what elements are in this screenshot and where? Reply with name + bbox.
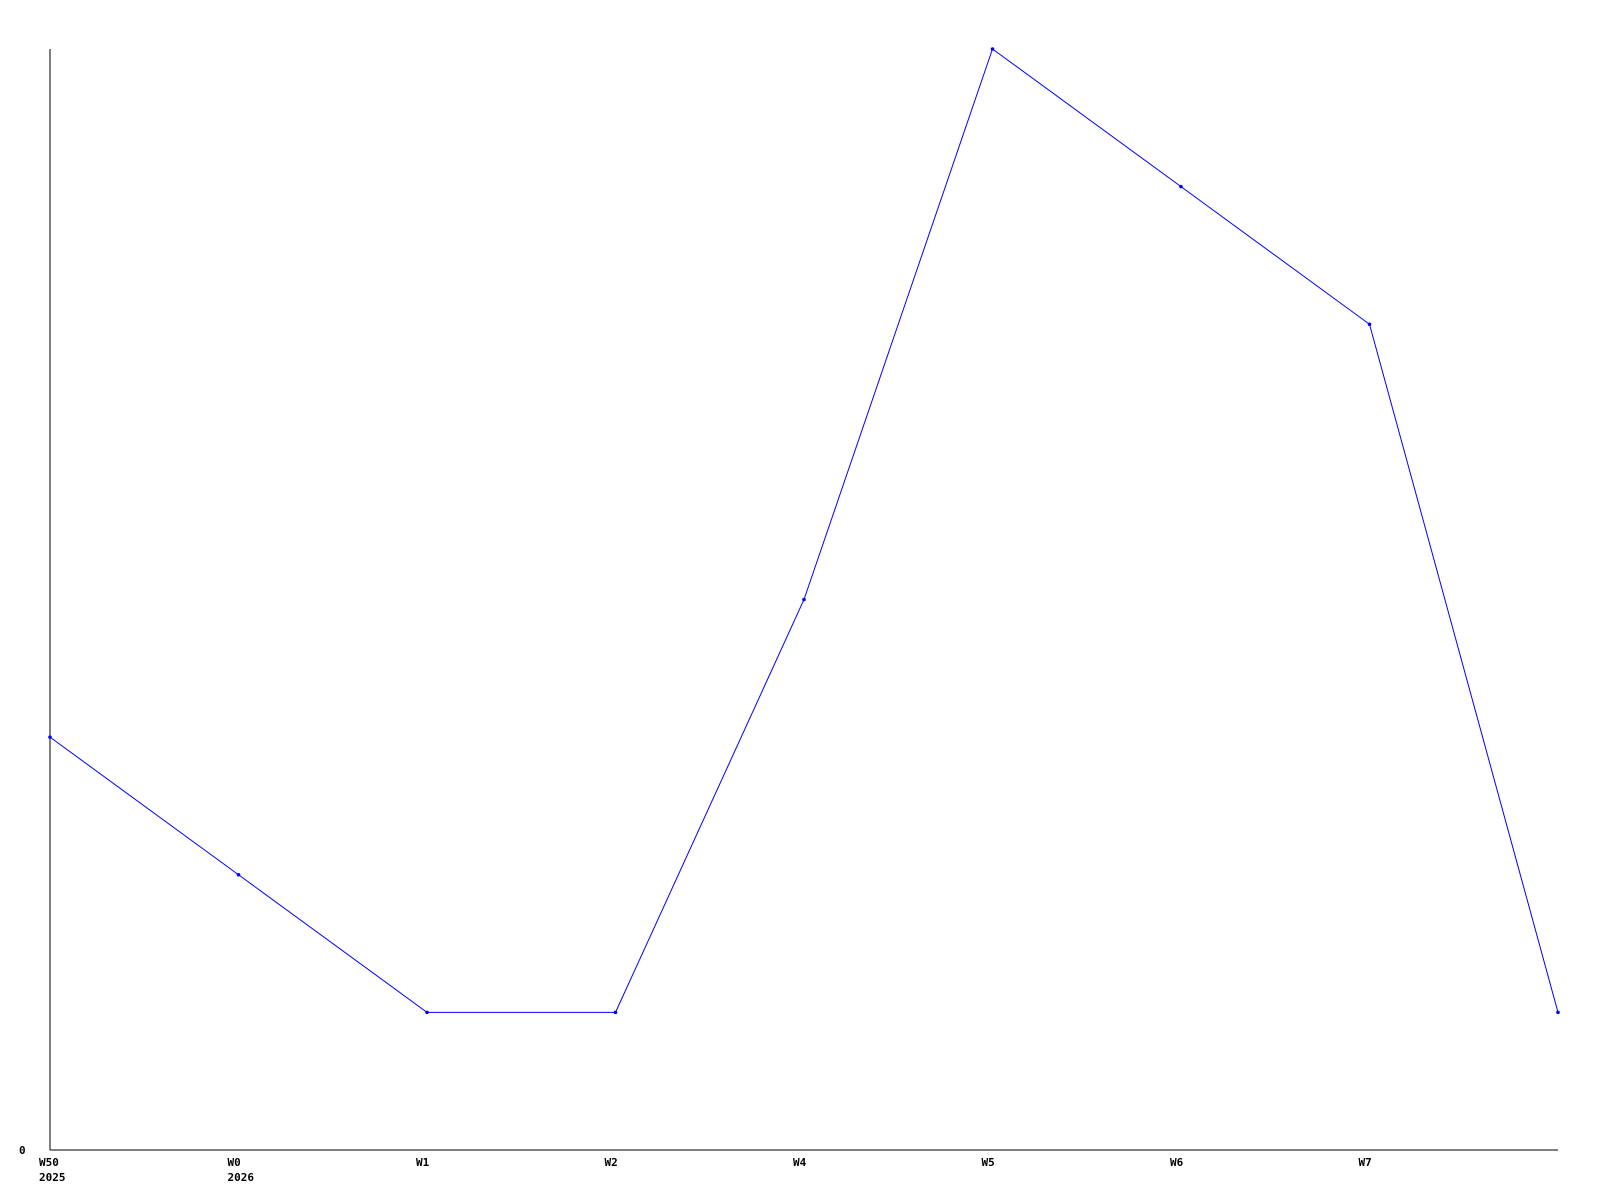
data-point	[1556, 1010, 1560, 1015]
y-tick-label: 0	[19, 1144, 26, 1157]
data-point	[613, 1010, 618, 1015]
data-point	[802, 597, 806, 602]
x-tick-label: W50	[39, 1156, 59, 1169]
data-point	[1179, 184, 1183, 189]
x-tick-sublabel: 2026	[228, 1171, 255, 1184]
x-tick-label: W2	[605, 1156, 618, 1169]
x-tick-sublabel: 2025	[39, 1171, 66, 1184]
series-line	[49, 48, 1559, 1013]
data-point	[990, 47, 995, 51]
x-tick-label: W0	[228, 1156, 241, 1169]
data-point	[48, 735, 52, 739]
x-tick-label: W6	[1170, 1156, 1184, 1169]
x-tick-label: W1	[416, 1156, 430, 1169]
x-tick-label: W5	[982, 1156, 995, 1169]
data-point	[1367, 322, 1372, 327]
x-tick-label: W4	[793, 1156, 807, 1169]
data-point	[236, 872, 241, 877]
data-point	[425, 1010, 429, 1015]
x-tick-label: W7	[1359, 1156, 1372, 1169]
